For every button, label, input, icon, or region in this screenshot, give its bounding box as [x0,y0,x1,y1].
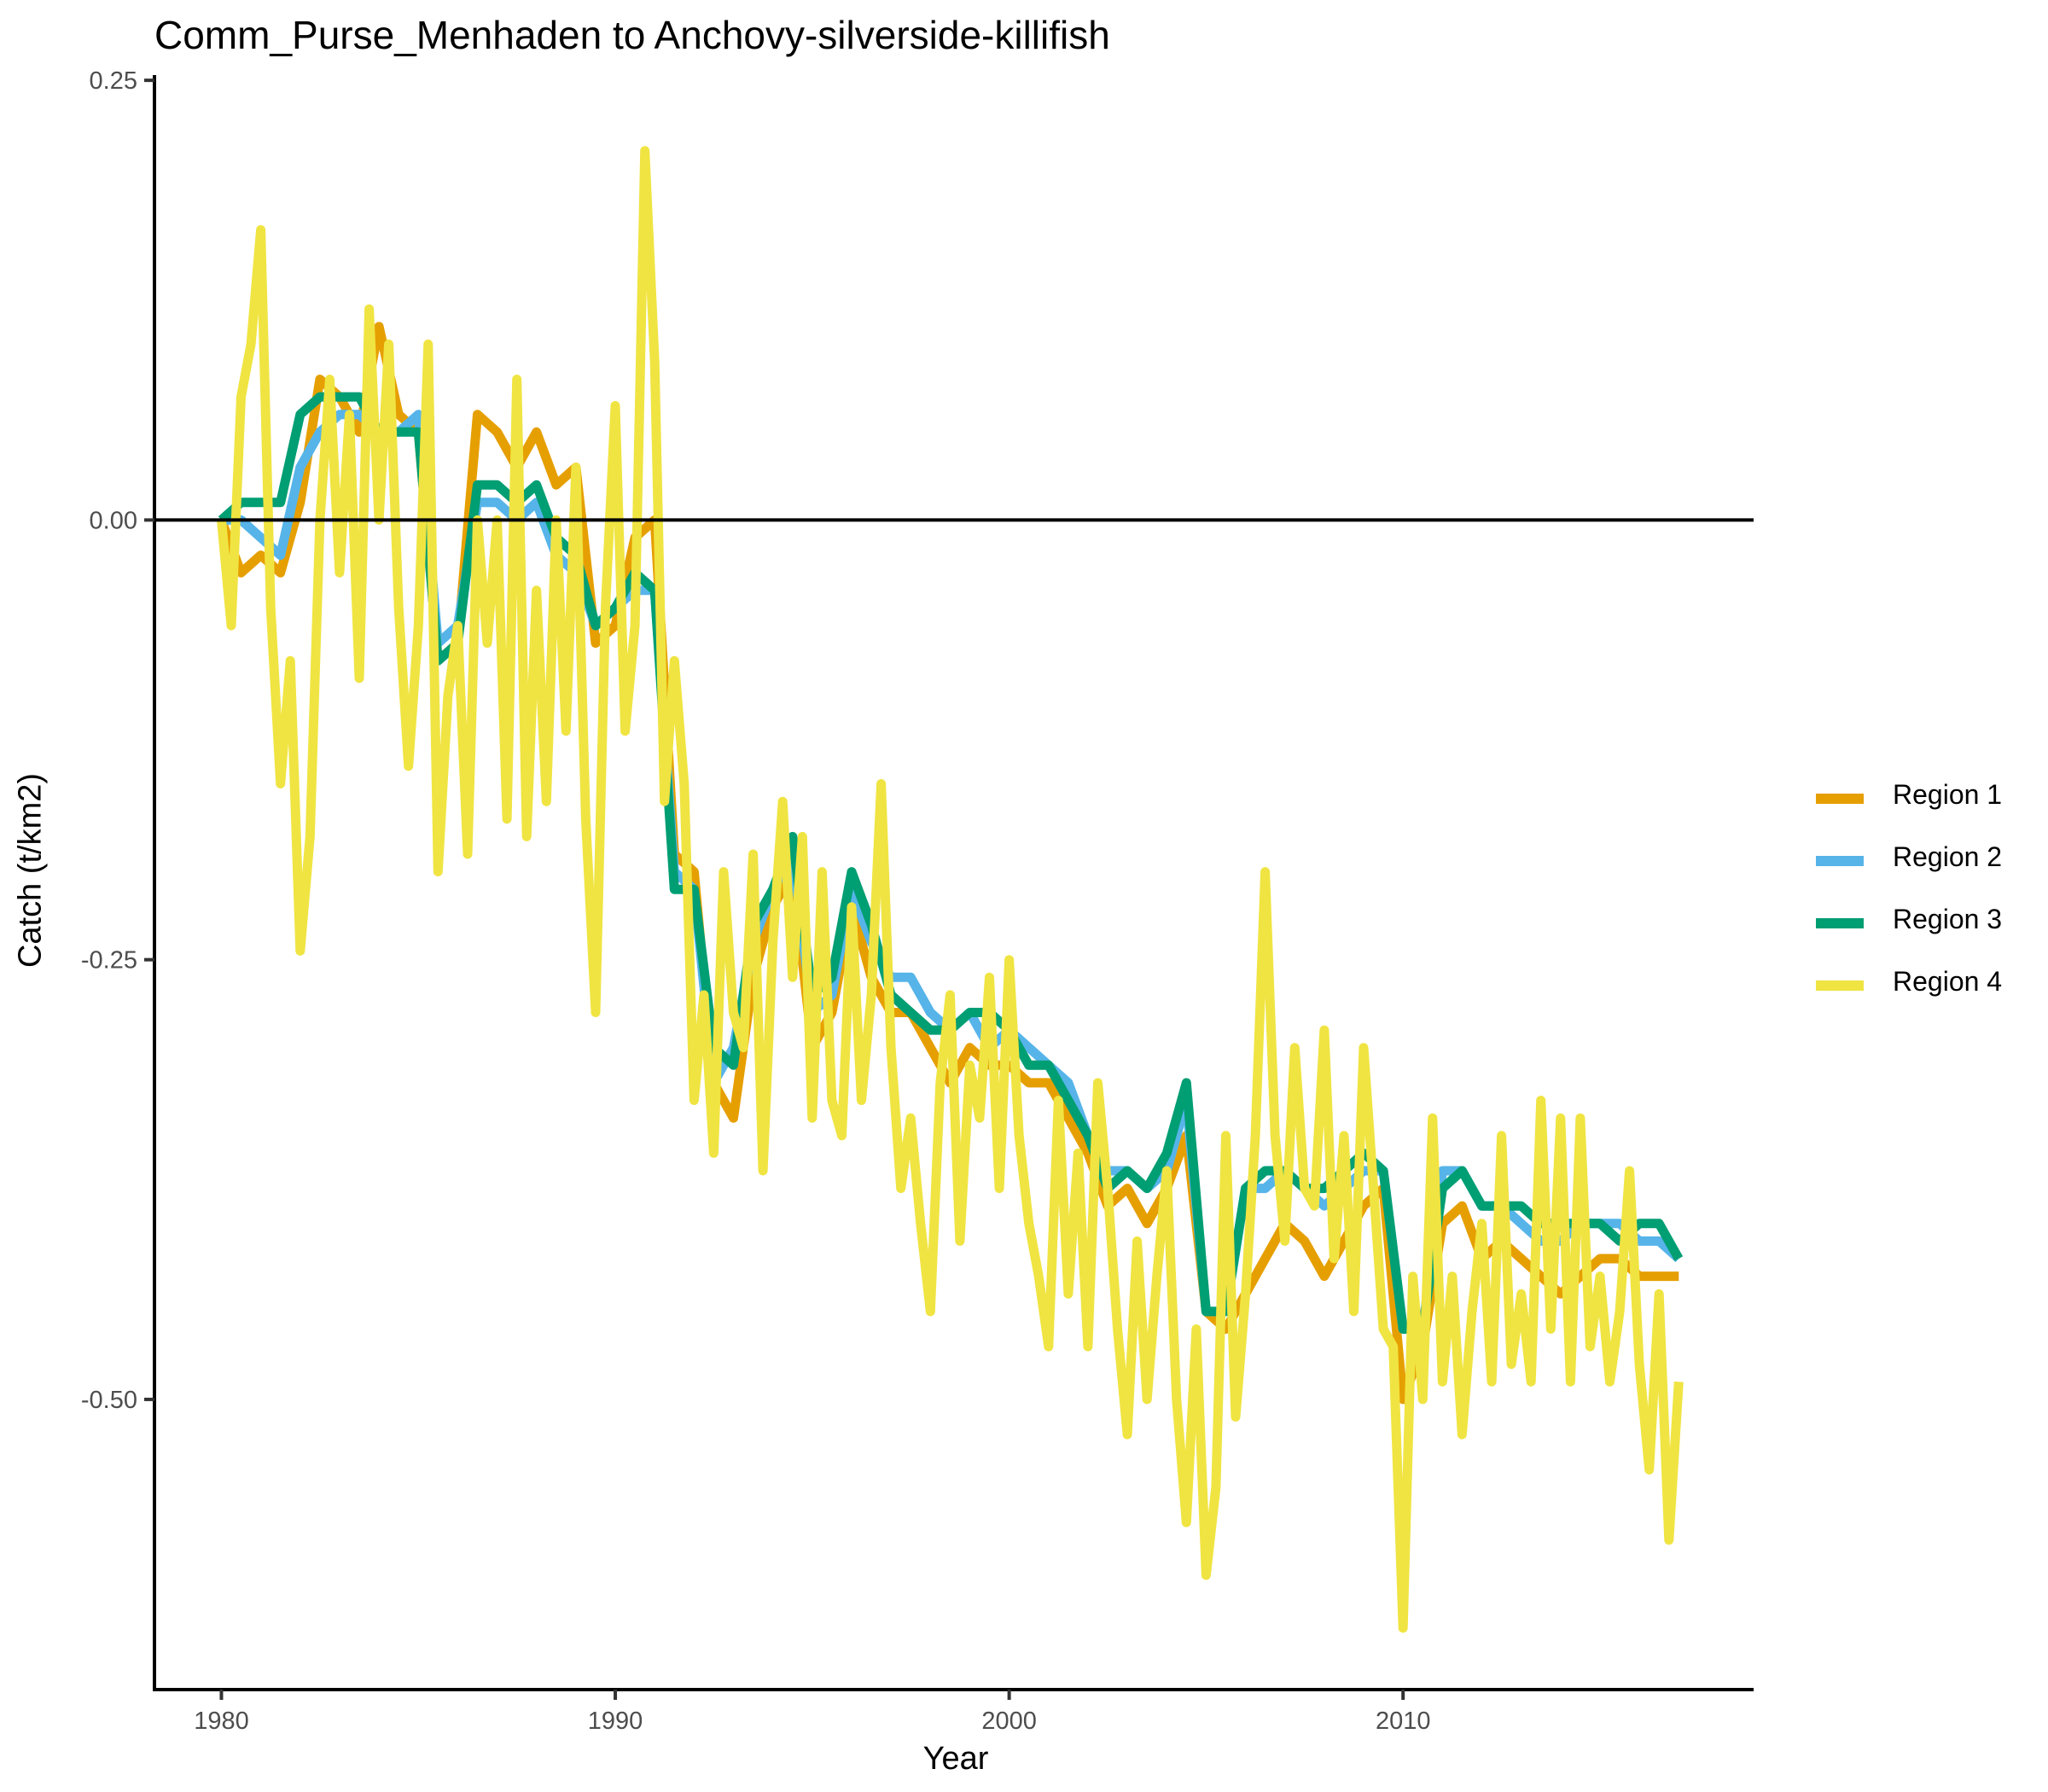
legend-swatch [1816,856,1864,866]
x-tick-label: 2010 [1376,1708,1431,1735]
x-axis-title: Year [922,1741,989,1777]
legend-label: Region 2 [1893,841,2003,872]
legend-swatch [1816,794,1864,804]
legend-swatch [1816,918,1864,928]
y-tick-label: -0.50 [81,1387,137,1414]
legend-label: Region 1 [1893,779,2003,810]
series-line-region-4 [217,146,1684,1633]
y-tick-label: 0.25 [90,67,137,95]
y-tick-label: 0.00 [90,507,137,534]
legend-swatch [1816,980,1864,991]
y-tick-label: -0.25 [81,947,137,975]
x-tick-label: 1990 [588,1708,643,1735]
chart-title: Comm_Purse_Menhaden to Anchovy-silversid… [154,13,1110,57]
y-axis-title: Catch (t/km2) [12,772,49,969]
legend-label: Region 4 [1893,966,2003,997]
legend-label: Region 3 [1893,904,2003,934]
x-tick-label: 2000 [981,1708,1037,1735]
x-tick-label: 1980 [194,1708,249,1735]
